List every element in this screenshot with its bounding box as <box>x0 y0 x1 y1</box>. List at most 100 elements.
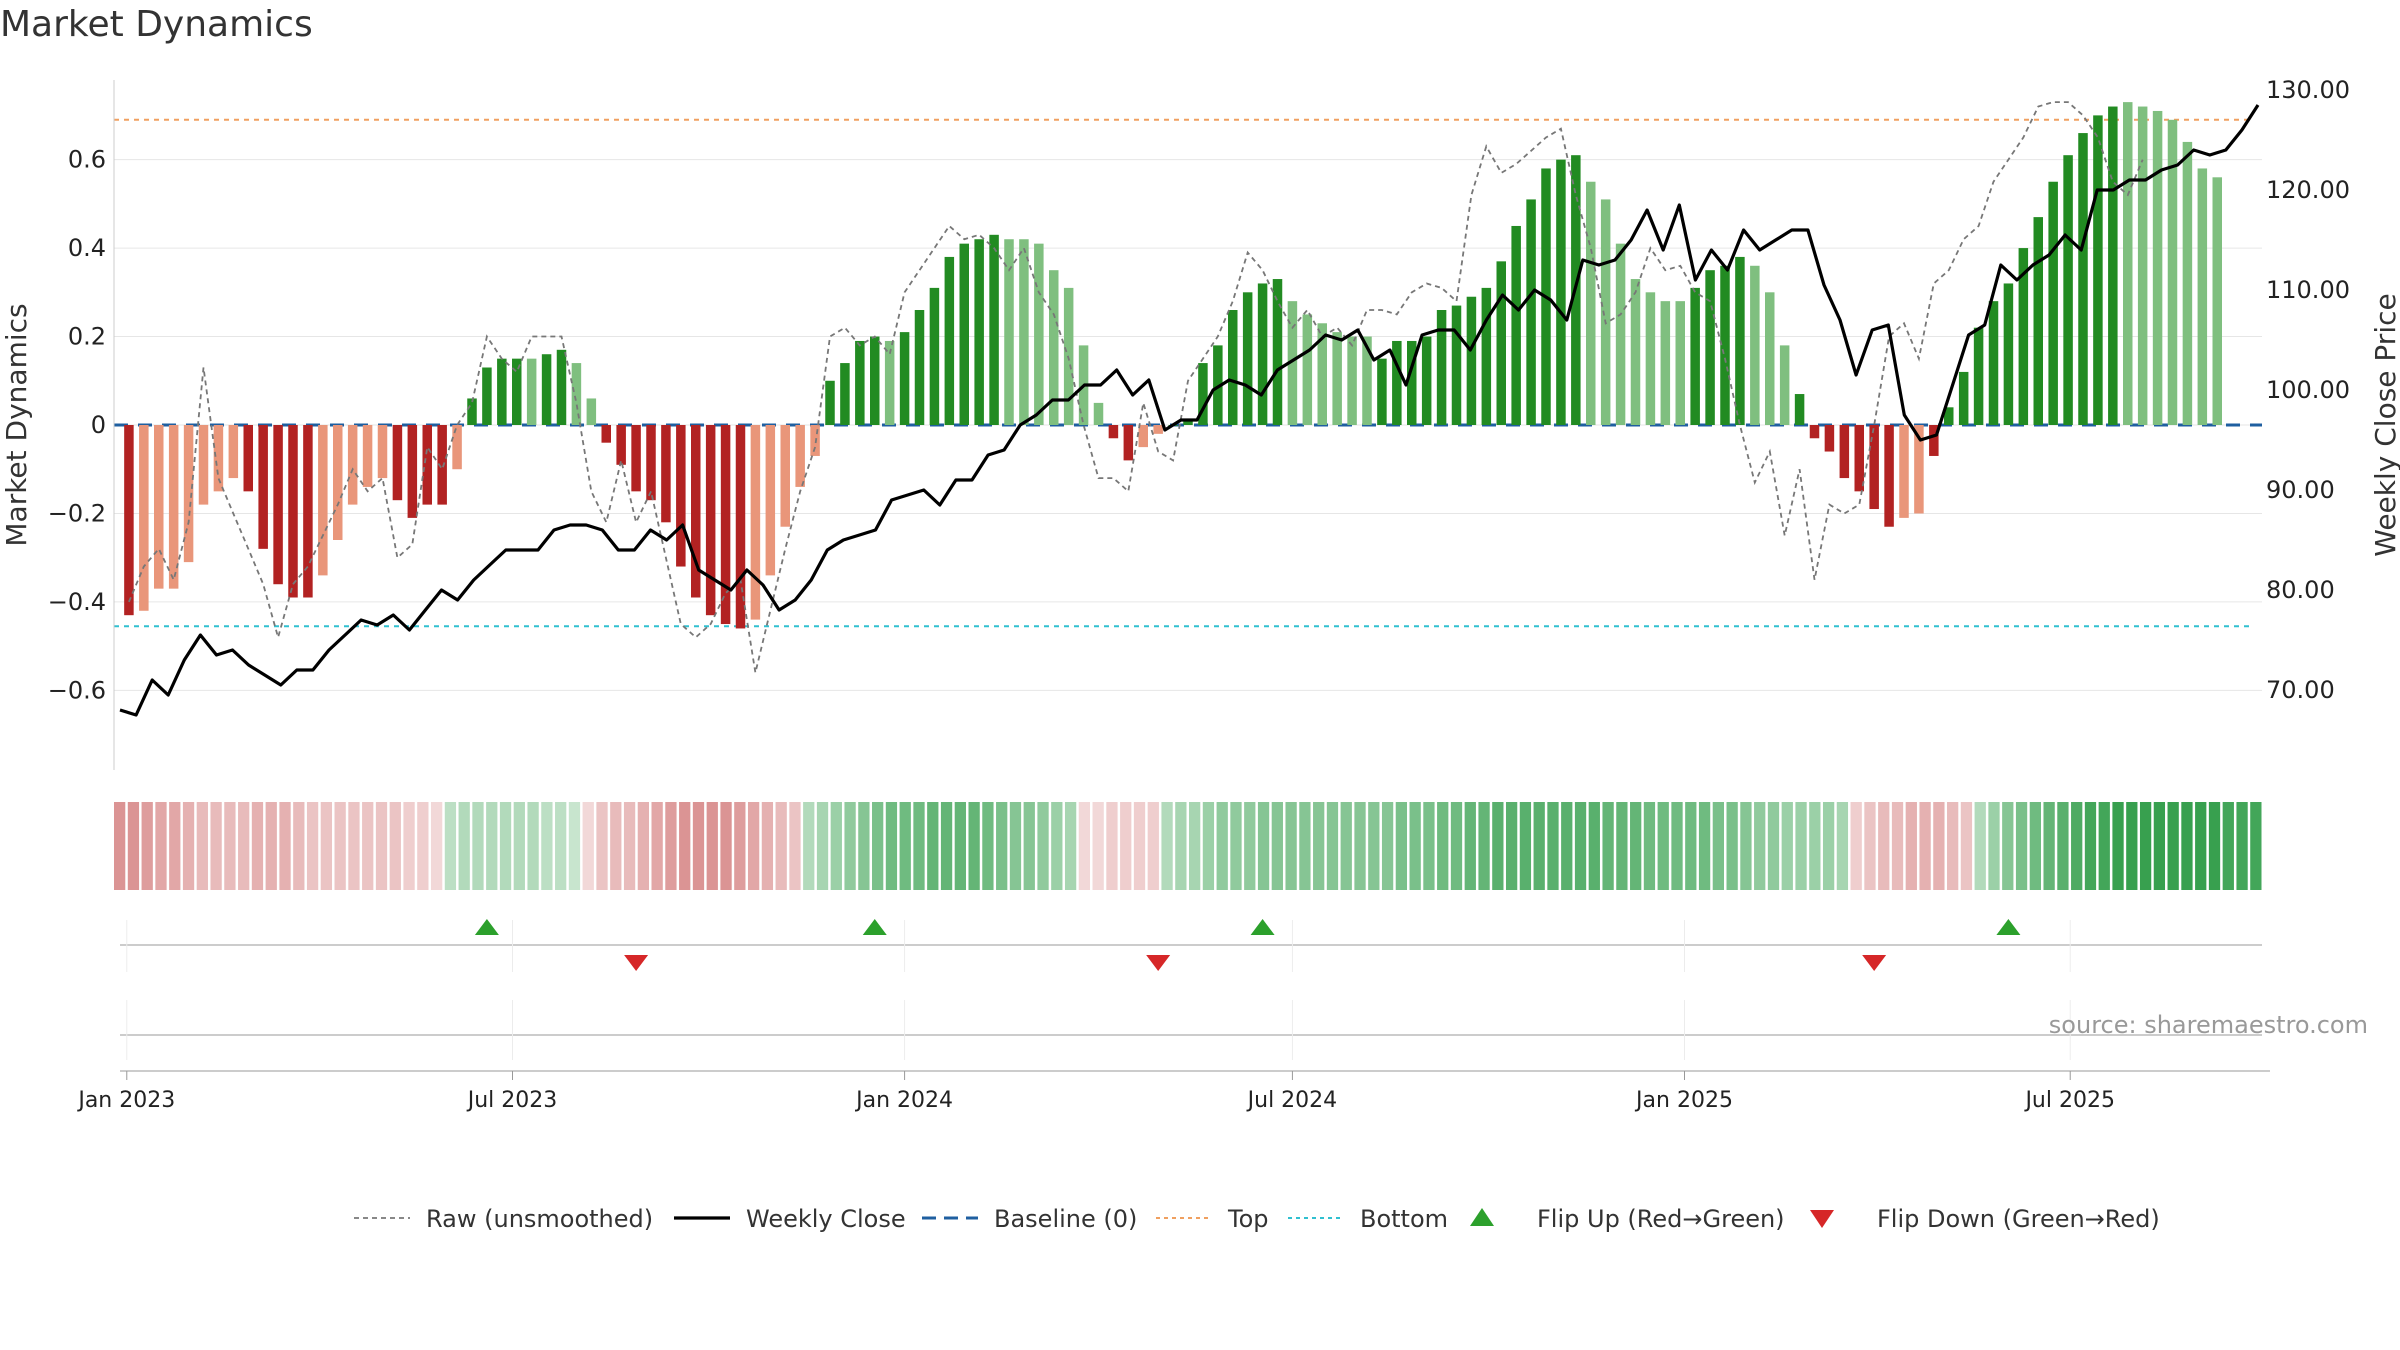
regime-band-cell <box>1023 802 1035 890</box>
dynamics-bar <box>437 425 447 505</box>
regime-band-cell <box>1850 802 1862 890</box>
regime-band-cell <box>265 802 277 890</box>
regime-band-cell <box>789 802 801 890</box>
regime-band-cell <box>1712 802 1724 890</box>
dynamics-bar <box>571 363 582 425</box>
regime-band-cell <box>734 802 746 890</box>
dynamics-bar <box>1496 261 1506 425</box>
legend-label: Flip Up (Red→Green) <box>1537 1205 1785 1233</box>
regime-band-cell <box>1368 802 1380 890</box>
flip-up-marker <box>862 919 887 935</box>
dynamics-bar <box>1108 425 1119 439</box>
reference-lines <box>114 118 2262 628</box>
dynamics-bar <box>2063 155 2073 425</box>
regime-band-cell <box>982 802 994 890</box>
raw-line <box>128 101 2144 673</box>
regime-band-cell <box>1120 802 1132 890</box>
dynamics-bar <box>1839 425 1850 479</box>
regime-band-cell <box>816 802 829 890</box>
regime-band-cell <box>1478 802 1490 890</box>
regime-band-cell <box>348 802 360 890</box>
regime-band-cell <box>2098 802 2110 890</box>
x-tick-label: Jul 2025 <box>2023 1088 2115 1113</box>
dynamics-bar <box>1287 301 1298 425</box>
regime-band-cell <box>2139 802 2152 890</box>
regime-band-cell <box>1354 802 1366 890</box>
regime-band-cell <box>403 802 415 890</box>
regime-band-cell <box>637 802 649 890</box>
dynamics-bar <box>691 425 701 598</box>
dynamics-bar <box>1705 270 1715 425</box>
dynamics-bar <box>2108 106 2118 426</box>
regime-band-cell <box>1698 802 1711 890</box>
x-tick-label: Jul 2023 <box>466 1088 558 1113</box>
dynamics-bar <box>870 336 880 425</box>
legend-label: Weekly Close <box>746 1205 906 1233</box>
regime-band-cell <box>1671 802 1683 890</box>
legend-label: Flip Down (Green→Red) <box>1877 1205 2160 1233</box>
dynamics-bar <box>1586 181 1596 425</box>
regime-band-cell <box>2002 802 2014 890</box>
regime-band-cell <box>1533 802 1545 890</box>
y-tick-label-left: −0.2 <box>48 499 106 527</box>
regime-band-cell <box>141 802 153 890</box>
regime-band-cell <box>885 802 898 890</box>
regime-band-cell <box>596 802 608 890</box>
dynamics-bar <box>1004 239 1014 425</box>
regime-band-cell <box>541 802 553 890</box>
dynamics-bar <box>631 425 641 492</box>
regime-band-cell <box>872 802 884 890</box>
legend-label: Top <box>1227 1205 1269 1233</box>
dynamics-bar <box>929 287 940 425</box>
regime-band-cell <box>2195 802 2207 890</box>
regime-band-cell <box>389 802 401 890</box>
dynamics-bar <box>1958 371 1969 425</box>
regime-band-cell <box>1423 802 1435 890</box>
regime-band-cell <box>1395 802 1408 890</box>
regime-band-cell <box>527 802 539 890</box>
dynamics-bar <box>1794 394 1805 425</box>
x-tick-label: Jan 2023 <box>76 1088 175 1113</box>
dynamics-bars <box>124 102 2222 629</box>
dynamics-bar <box>2152 110 2163 425</box>
regime-band-cell <box>651 802 663 890</box>
dynamics-bar <box>1824 425 1835 452</box>
regime-band-cell <box>182 802 195 890</box>
dynamics-bar <box>1481 287 1492 425</box>
regime-band-cell <box>279 802 291 890</box>
regime-band-cell <box>720 802 732 890</box>
chart-title: Market Dynamics <box>0 4 313 45</box>
dynamics-bar <box>303 425 313 598</box>
regime-band-cell <box>1133 802 1146 890</box>
dynamics-bar <box>974 239 984 425</box>
y-axis-title-left: Market Dynamics <box>0 303 33 546</box>
regime-band-cell <box>1864 802 1876 890</box>
y-tick-label-left: 0.6 <box>68 146 106 174</box>
regime-band-cell <box>1574 802 1587 890</box>
dynamics-bar <box>646 425 656 501</box>
dynamics-bar <box>1735 256 1745 425</box>
flip-down-marker <box>624 955 649 971</box>
regime-band-cell <box>1947 802 1959 890</box>
dynamics-bar <box>855 340 865 425</box>
legend-item: Top <box>1156 1205 1269 1233</box>
regime-band-cell <box>1313 802 1325 890</box>
regime-band-cell <box>1106 802 1118 890</box>
regime-band-cell <box>1492 802 1504 890</box>
regime-band-cell <box>1561 802 1573 890</box>
regime-band-cell <box>444 802 457 890</box>
dynamics-bar <box>2137 106 2148 426</box>
dynamics-bar <box>1720 265 1730 425</box>
dynamics-bar <box>825 380 835 425</box>
y-tick-label-left: −0.6 <box>48 676 106 704</box>
regime-band-cell <box>1216 802 1228 890</box>
regime-band-cell <box>1988 802 2000 890</box>
dynamics-bar <box>1451 305 1462 425</box>
dynamics-bar <box>1242 292 1253 425</box>
dynamics-bar <box>1362 336 1372 425</box>
regime-band-cell <box>2222 802 2234 890</box>
dynamics-bar <box>1436 310 1447 425</box>
regime-band-cell <box>224 802 236 890</box>
dynamics-bar <box>1317 323 1327 425</box>
